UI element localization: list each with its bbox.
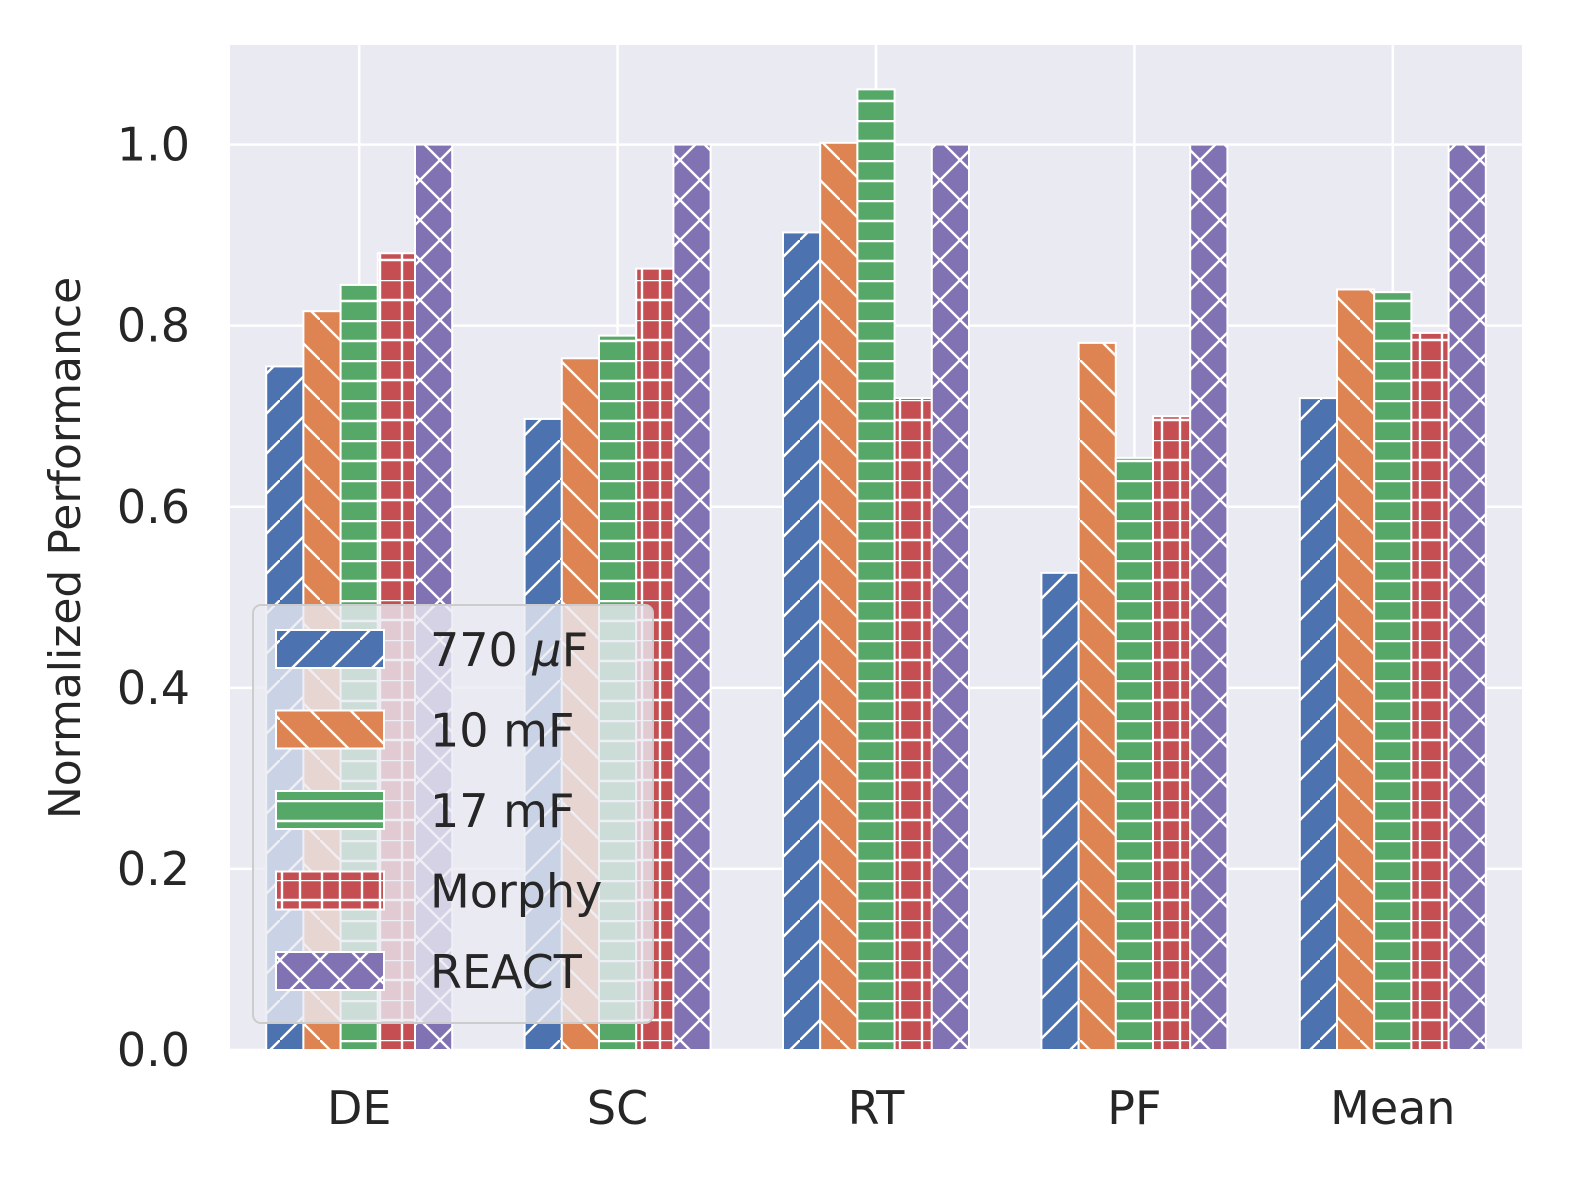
bar-pf-series-2: [1114, 456, 1155, 1051]
x-tick-label: Mean: [1330, 1081, 1455, 1135]
legend-swatch: [275, 870, 385, 911]
bar-rt-series-2: [856, 88, 896, 1051]
legend-swatch: [275, 790, 385, 830]
legend-label: 10 mF: [430, 704, 574, 758]
legend-label: 17 mF: [430, 784, 574, 838]
x-tick-label: PF: [1107, 1081, 1161, 1135]
legend: 770 μF 10 mF 17 mF Morphy REACT: [252, 604, 654, 1024]
x-axis-ticks: DE SC RT PF Mean: [327, 1081, 1456, 1135]
x-tick-label: RT: [848, 1081, 906, 1135]
bar-mean-series-3: [1410, 331, 1450, 1051]
bar-rt-series-1: [819, 141, 859, 1051]
bar-rt-series-4: [930, 143, 970, 1051]
y-tick-label: 0.6: [117, 480, 190, 534]
bar-pf-series-3: [1152, 415, 1192, 1052]
y-axis-ticks: 0.0 0.2 0.4 0.6 0.8 1.0: [117, 118, 190, 1077]
y-tick-label: 0.2: [117, 842, 190, 896]
bar-mean-series-4: [1447, 143, 1487, 1051]
legend-swatch: [275, 951, 385, 991]
bar-mean-series-0: [1298, 397, 1339, 1051]
bar-pf-series-0: [1040, 571, 1080, 1052]
y-tick-label: 0.0: [117, 1023, 190, 1077]
x-tick-label: SC: [587, 1081, 648, 1135]
legend-swatch: [275, 629, 385, 669]
bar-sc-series-4: [672, 143, 712, 1051]
bar-mean-series-2: [1373, 291, 1413, 1052]
y-tick-label: 0.4: [117, 661, 190, 715]
y-tick-label: 1.0: [117, 118, 190, 172]
bar-pf-series-4: [1189, 143, 1229, 1051]
bar-rt-series-3: [893, 397, 933, 1051]
bar-rt-series-0: [782, 231, 822, 1051]
legend-swatch: [275, 709, 385, 750]
y-axis-title: Normalized Performance: [40, 277, 91, 819]
bar-mean-series-1: [1336, 288, 1376, 1051]
legend-label: REACT: [430, 945, 583, 999]
legend-label: 770 μF: [430, 623, 588, 677]
y-tick-label: 0.8: [117, 299, 190, 353]
x-tick-label: DE: [327, 1081, 392, 1135]
bar-pf-series-1: [1077, 341, 1117, 1052]
legend-label: Morphy: [430, 865, 602, 919]
